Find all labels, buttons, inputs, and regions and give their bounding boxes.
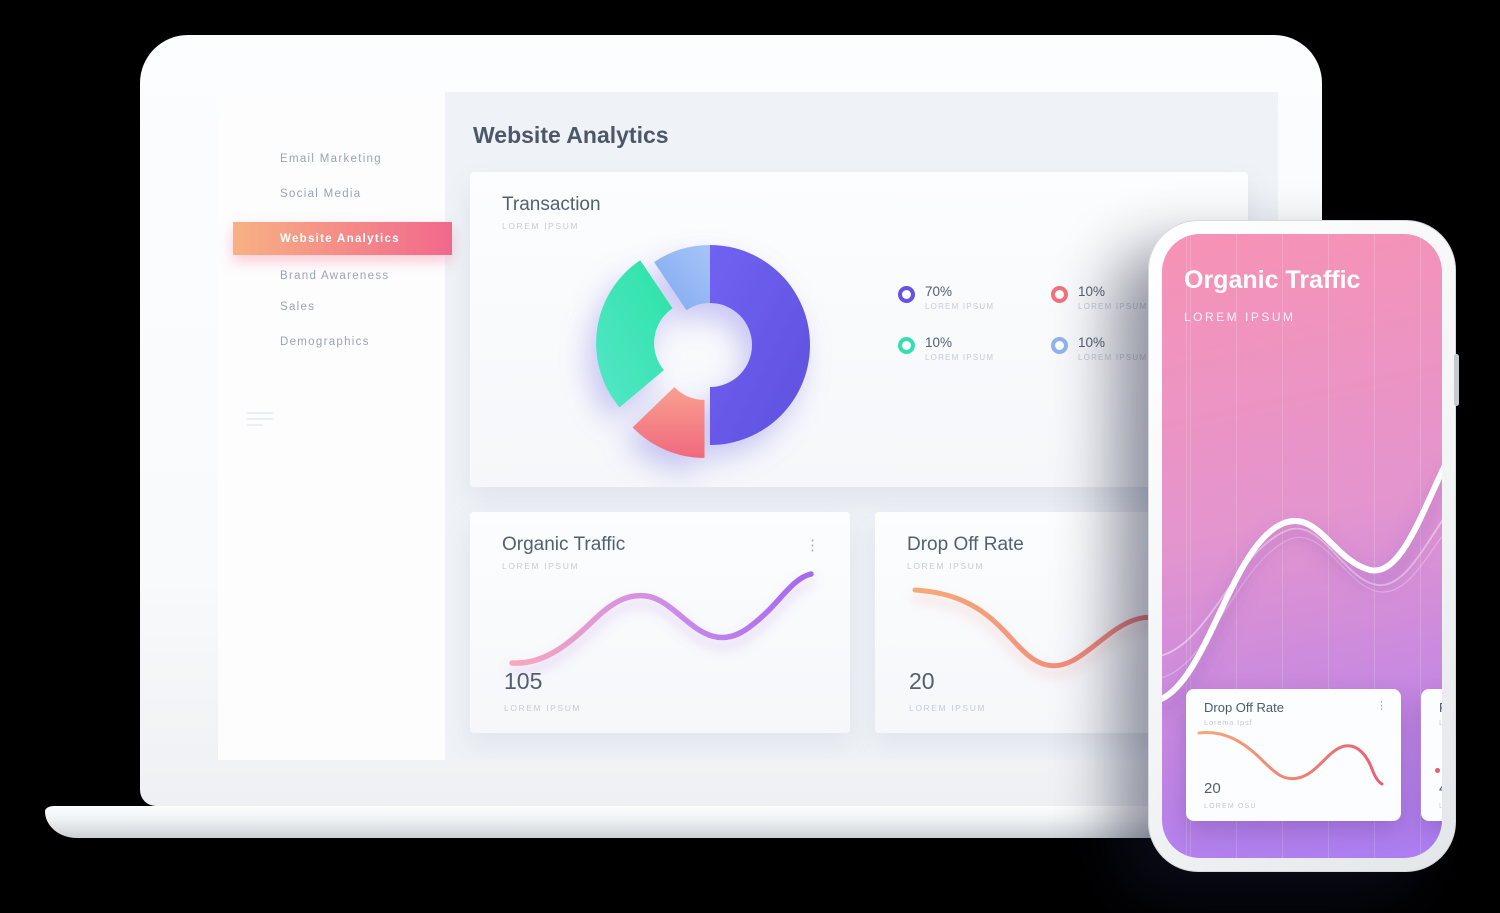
donut-slice-pink-10	[632, 387, 705, 458]
phone-partial-card: Re Lor 4 LO	[1421, 689, 1442, 821]
phone-card-title: Drop Off Rate	[1204, 700, 1284, 715]
legend-label: LOREM IPSUM	[925, 302, 995, 311]
donut-slice-purple-70	[710, 245, 810, 445]
phone-card-value: 20	[1204, 780, 1221, 797]
hamburger-menu-icon[interactable]	[247, 412, 273, 430]
phone-page-subtitle: LOREM IPSUM	[1184, 310, 1296, 324]
sidebar-active-label: Website Analytics	[280, 232, 400, 245]
phone-partial-card-title: Re	[1439, 700, 1442, 715]
red-dot-marker-icon	[1435, 768, 1440, 773]
phone-wave-echo1	[1162, 519, 1442, 657]
transaction-card-title: Transaction	[502, 194, 601, 215]
legend-ring-pink-icon	[1051, 286, 1068, 303]
main-content: Website Analytics Transaction LOREM IPSU…	[445, 92, 1278, 760]
phone-card-subtitle: Lorema Ipsf	[1204, 718, 1253, 727]
legend-value: 10%	[1078, 284, 1106, 299]
legend-item-blue: 10% LOREM IPSUM	[1051, 335, 1204, 362]
dropoff-card-value: 20	[909, 668, 935, 694]
phone-partial-card-subtitle: Lor	[1439, 718, 1442, 727]
dropoff-card-title: Drop Off Rate	[907, 534, 1024, 555]
phone-wave-chart	[1162, 464, 1442, 702]
organic-card-subtitle: LOREM IPSUM	[502, 561, 580, 571]
transaction-card-subtitle: LOREM IPSUM	[502, 221, 580, 231]
phone-card-value-label: LOREM OSU	[1204, 803, 1257, 810]
organic-traffic-line	[509, 571, 814, 666]
legend-ring-blue-icon	[1051, 337, 1068, 354]
legend-value: 10%	[925, 335, 953, 350]
phone-card-line-chart	[1197, 730, 1384, 786]
legend-item-purple: 70% LOREM IPSUM	[898, 284, 1051, 311]
sidebar-item-sales[interactable]: Sales	[280, 301, 316, 313]
transaction-card: Transaction LOREM IPSUM	[470, 172, 1248, 487]
kebab-menu-icon[interactable]: ⋮	[1376, 700, 1387, 712]
dropoff-card-value-label: LOREM IPSUM	[909, 703, 987, 713]
organic-card-title: Organic Traffic	[502, 534, 626, 555]
sidebar-item-email-marketing[interactable]: Email Marketing	[280, 153, 382, 165]
phone-partial-card-value-label: LO	[1439, 803, 1442, 810]
organic-card-value: 105	[504, 668, 543, 694]
phone-cards-row: Drop Off Rate Lorema Ipsf ⋮ 20 LOREM OSU	[1186, 689, 1442, 821]
legend-label: LOREM IPSUM	[925, 353, 995, 362]
dropoff-card-subtitle: LOREM IPSUM	[907, 561, 985, 571]
sidebar-item-social-media[interactable]: Social Media	[280, 188, 362, 200]
legend-label: LOREM IPSUM	[1078, 302, 1148, 311]
phone-screen: Organic Traffic LOREM IPSUM Drop Off Rat…	[1162, 234, 1442, 858]
kebab-menu-icon[interactable]: ⋮	[805, 537, 820, 554]
phone-drop-off-rate-card: Drop Off Rate Lorema Ipsf ⋮ 20 LOREM OSU	[1186, 689, 1401, 821]
organic-traffic-line-chart	[509, 571, 814, 666]
donut-legend: 70% LOREM IPSUM 10% LOREM IPSUM	[898, 284, 1218, 362]
phone-mockup: Organic Traffic LOREM IPSUM Drop Off Rat…	[1148, 220, 1459, 872]
legend-value: 70%	[925, 284, 953, 299]
organic-card-value-label: LOREM IPSUM	[504, 703, 582, 713]
phone-partial-card-value: 4	[1439, 780, 1442, 797]
legend-item-pink: 10% LOREM IPSUM	[1051, 284, 1204, 311]
legend-ring-teal-icon	[898, 337, 915, 354]
legend-value: 10%	[1078, 335, 1106, 350]
legend-label: LOREM IPSUM	[1078, 353, 1148, 362]
sidebar: Email Marketing Social Media Website Ana…	[218, 92, 452, 760]
phone-card-line	[1197, 730, 1384, 786]
organic-traffic-card: Organic Traffic LOREM IPSUM ⋮ 105 L	[470, 512, 850, 733]
phone-wave-main-line	[1162, 464, 1442, 702]
donut-chart	[596, 245, 810, 458]
sidebar-item-demographics[interactable]: Demographics	[280, 336, 370, 348]
page-title: Website Analytics	[473, 122, 669, 148]
phone-page-title: Organic Traffic	[1184, 266, 1361, 294]
legend-ring-purple-icon	[898, 286, 915, 303]
sidebar-item-website-analytics-active[interactable]: Website Analytics	[233, 222, 452, 255]
dashboard-screen: Email Marketing Social Media Website Ana…	[218, 92, 1278, 760]
donut-slice-teal-10	[596, 260, 673, 408]
sidebar-item-brand-awareness[interactable]: Brand Awareness	[280, 270, 390, 282]
legend-item-teal: 10% LOREM IPSUM	[898, 335, 1051, 362]
donut-slice-blue-10	[654, 245, 710, 311]
phone-side-button	[1454, 354, 1459, 406]
